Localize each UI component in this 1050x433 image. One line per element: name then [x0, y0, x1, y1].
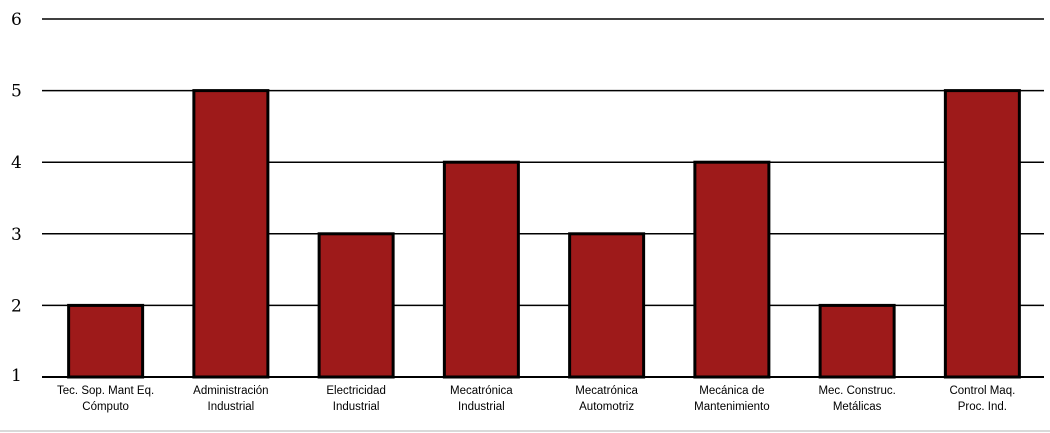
x-tick-label: Proc. Ind.	[958, 401, 1007, 413]
bar	[442, 160, 520, 379]
x-tick-label: Industrial	[208, 401, 255, 413]
x-tick-label: Mecánica de	[699, 385, 764, 397]
y-axis-ticks: 1 2 3 4 5 6	[11, 10, 22, 386]
x-tick-label: Tec. Sop. Mant Eq.	[57, 385, 154, 397]
y-tick-label: 1	[11, 366, 22, 386]
x-tick-label: Administración	[193, 385, 268, 397]
x-axis-ticks: Tec. Sop. Mant Eq. Cómputo Administración I…	[57, 385, 1015, 413]
x-tick-label: Mecatrónica	[450, 385, 513, 397]
y-tick-label: 5	[11, 82, 22, 102]
bar	[192, 89, 270, 379]
bar	[943, 89, 1021, 379]
bar	[317, 232, 395, 379]
y-tick-label: 3	[11, 225, 22, 245]
x-tick-label: Industrial	[333, 401, 380, 413]
x-tick-label: Metálicas	[833, 401, 882, 413]
bar	[568, 232, 646, 379]
x-tick-label: Automotriz	[579, 401, 634, 413]
x-tick-label: Mec. Construc.	[818, 385, 895, 397]
x-tick-label: Mantenimiento	[694, 401, 769, 413]
bar	[693, 160, 771, 379]
x-tick-label: Mecatrónica	[575, 385, 638, 397]
bar	[818, 303, 896, 379]
y-tick-label: 2	[11, 296, 22, 316]
bars	[67, 89, 1021, 379]
x-tick-label: Industrial	[458, 401, 505, 413]
bar	[67, 303, 145, 379]
x-tick-label: Electricidad	[326, 385, 385, 397]
y-tick-label: 6	[11, 10, 22, 30]
y-tick-label: 4	[11, 153, 22, 173]
x-tick-label: Cómputo	[82, 401, 129, 413]
x-tick-label: Control Maq.	[949, 385, 1015, 397]
bottom-divider	[0, 430, 1050, 432]
